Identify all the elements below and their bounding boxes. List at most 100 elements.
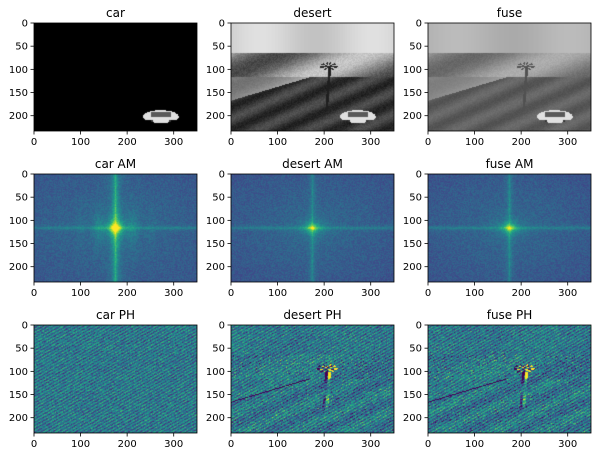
- x-tick-label: 300: [164, 288, 183, 299]
- panel-car: car 0 100 200 300 0 50 100 150 200: [9, 6, 198, 148]
- y-tick-label: 150: [9, 390, 28, 401]
- x-tick-label: 100: [465, 288, 484, 299]
- y-tick-label: 50: [15, 344, 28, 355]
- x-tick-label: 200: [118, 439, 137, 450]
- y-tick-label: 150: [206, 390, 225, 401]
- y-tick-label: 100: [403, 367, 422, 378]
- x-tick-label: 100: [71, 288, 90, 299]
- axes-frame: [230, 22, 395, 132]
- y-tick-label: 50: [15, 193, 28, 204]
- y-tick-label: 50: [212, 193, 225, 204]
- y-tick-label: 100: [9, 367, 28, 378]
- y-tick-label: 150: [403, 390, 422, 401]
- x-tick-label: 200: [315, 288, 334, 299]
- y-tick-label: 100: [403, 65, 422, 76]
- x-tick-label: 100: [71, 137, 90, 148]
- panel-title: fuse AM: [486, 157, 534, 171]
- y-tick-label: 0: [22, 170, 28, 181]
- x-tick-label: 300: [558, 137, 577, 148]
- x-tick-label: 0: [425, 439, 431, 450]
- y-tick-label: 200: [403, 262, 422, 273]
- panel-title: fuse PH: [487, 308, 533, 322]
- y-tick-label: 150: [206, 88, 225, 99]
- y-tick-label: 50: [212, 42, 225, 53]
- panel-image: [428, 174, 591, 282]
- x-tick-label: 0: [31, 288, 37, 299]
- x-tick-label: 200: [512, 137, 531, 148]
- panel-fuse-ph: fuse PH 0 100 200 300 0 50 100 150 200: [403, 308, 592, 450]
- x-tick-label: 100: [268, 288, 287, 299]
- x-tick-label: 0: [31, 439, 37, 450]
- x-tick-label: 300: [361, 288, 380, 299]
- x-tick-label: 0: [228, 137, 234, 148]
- x-tick-label: 300: [361, 137, 380, 148]
- panel-image: [34, 23, 197, 131]
- y-tick-label: 100: [206, 367, 225, 378]
- y-tick-label: 50: [409, 42, 422, 53]
- x-tick-label: 0: [425, 288, 431, 299]
- x-tick-label: 200: [512, 439, 531, 450]
- y-tick-label: 200: [9, 413, 28, 424]
- y-tick-label: 0: [219, 321, 225, 332]
- y-tick-label: 50: [212, 344, 225, 355]
- panel-desert-am: desert AM 0 100 200 300 0 50 100 150 200: [206, 157, 395, 299]
- y-tick-label: 200: [9, 111, 28, 122]
- y-tick-label: 0: [416, 170, 422, 181]
- panel-image: [231, 325, 394, 433]
- panel-car-ph: car PH 0 100 200 300 0 50 100 150 200: [9, 308, 198, 450]
- panel-title: car: [106, 6, 125, 20]
- y-tick-label: 150: [9, 88, 28, 99]
- x-tick-label: 200: [512, 288, 531, 299]
- x-tick-label: 300: [558, 288, 577, 299]
- panel-title: fuse: [497, 6, 522, 20]
- x-tick-label: 100: [268, 439, 287, 450]
- x-tick-label: 300: [164, 137, 183, 148]
- y-tick-label: 0: [22, 321, 28, 332]
- panel-desert-ph: desert PH 0 100 200 300 0 50 100 150 200: [206, 308, 395, 450]
- y-tick-label: 200: [206, 413, 225, 424]
- y-tick-label: 200: [9, 262, 28, 273]
- x-tick-label: 0: [425, 137, 431, 148]
- panel-image: [428, 23, 591, 131]
- y-tick-label: 0: [219, 170, 225, 181]
- y-tick-label: 200: [206, 262, 225, 273]
- x-tick-label: 0: [228, 439, 234, 450]
- axes-frame: [33, 173, 198, 283]
- y-tick-label: 100: [206, 216, 225, 227]
- y-tick-label: 100: [403, 216, 422, 227]
- axes-frame: [427, 324, 592, 434]
- panel-title: desert PH: [283, 308, 341, 322]
- panel-car-am: car AM 0 100 200 300 0 50 100 150 200: [9, 157, 198, 299]
- y-tick-label: 0: [416, 321, 422, 332]
- y-tick-label: 50: [409, 193, 422, 204]
- y-tick-label: 0: [416, 19, 422, 30]
- x-tick-label: 300: [361, 439, 380, 450]
- y-tick-label: 150: [9, 239, 28, 250]
- panel-desert: desert 0 100 200 300 0 50 100 150 200: [206, 6, 395, 148]
- axes-frame: [427, 22, 592, 132]
- panel-image: [428, 325, 591, 433]
- y-tick-label: 200: [403, 111, 422, 122]
- y-tick-label: 100: [206, 65, 225, 76]
- panel-title: car AM: [95, 157, 136, 171]
- panel-title: car PH: [96, 308, 135, 322]
- axes-frame: [230, 173, 395, 283]
- panel-fuse: fuse 0 100 200 300 0 50 100 150 200: [403, 6, 592, 148]
- x-tick-label: 100: [465, 439, 484, 450]
- x-tick-label: 100: [465, 137, 484, 148]
- x-tick-label: 200: [118, 288, 137, 299]
- panel-image: [231, 23, 394, 131]
- y-tick-label: 150: [403, 88, 422, 99]
- panel-image: [231, 174, 394, 282]
- y-tick-label: 0: [219, 19, 225, 30]
- y-tick-label: 200: [206, 111, 225, 122]
- panel-image: [34, 325, 197, 433]
- panel-title: desert AM: [282, 157, 343, 171]
- x-tick-label: 200: [315, 137, 334, 148]
- x-tick-label: 0: [228, 288, 234, 299]
- x-tick-label: 300: [558, 439, 577, 450]
- x-tick-label: 0: [31, 137, 37, 148]
- y-tick-label: 50: [15, 42, 28, 53]
- axes-frame: [427, 173, 592, 283]
